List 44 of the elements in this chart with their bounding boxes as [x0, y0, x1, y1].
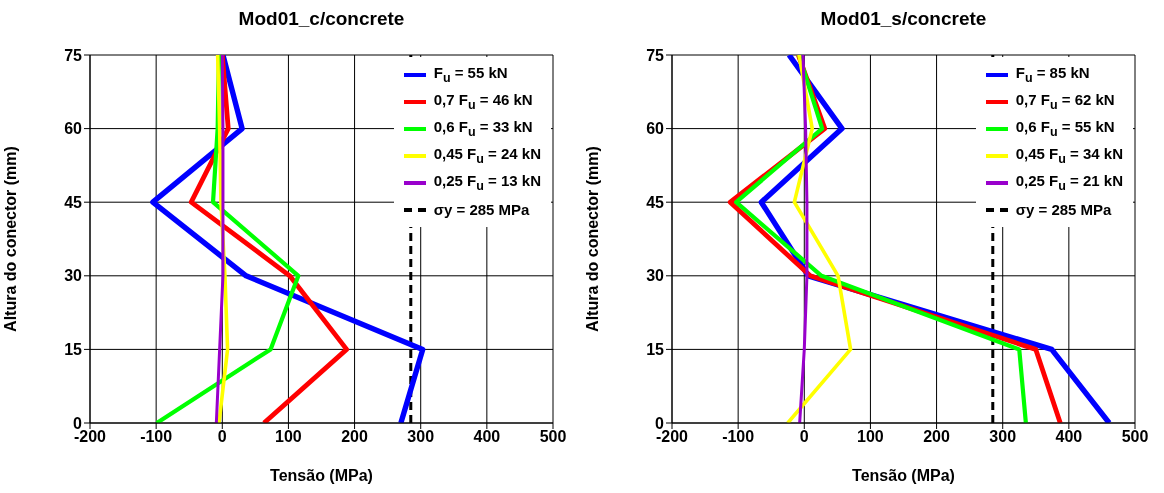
x-tick-label: 300	[407, 428, 435, 446]
legend-label: F$_{u}$ = 55 kN	[433, 64, 508, 85]
y-tick-label: 60	[64, 120, 83, 138]
x-tick-label: 100	[275, 428, 302, 446]
x-tick-label: -100	[140, 428, 173, 446]
x-tick-label: 500	[1121, 428, 1149, 446]
x-tick-label: 500	[539, 428, 567, 446]
x-axis-title: Tensão (MPa)	[270, 467, 373, 484]
x-tick-label: 100	[857, 428, 884, 446]
y-tick-label: 60	[646, 120, 665, 138]
chart-title: Mod01_c/concrete	[237, 8, 406, 30]
ref-line-label: σy = 285 MPa	[433, 201, 530, 218]
x-tick-label: -200	[73, 428, 107, 446]
y-tick-label: 45	[646, 193, 665, 211]
legend-label: 0,25 F$_{u}$ = 21 kN	[1015, 172, 1123, 193]
legend-label: 0,6 F$_{u}$ = 33 kN	[433, 118, 533, 139]
x-tick-label: 400	[473, 428, 501, 446]
legend-label: 0,45 F$_{u}$ = 34 kN	[1015, 145, 1123, 166]
y-axis-title: Altura do conector (mm)	[583, 146, 601, 332]
y-tick-label: 75	[646, 46, 665, 64]
legend-label: 0,45 F$_{u}$ = 24 kN	[433, 145, 541, 166]
x-axis-title: Tensão (MPa)	[852, 467, 955, 484]
ref-line-label: σy = 285 MPa	[1015, 201, 1112, 218]
chart-title: Mod01_s/concrete	[819, 8, 988, 30]
legend-label: F$_{u}$ = 85 kN	[1015, 64, 1090, 85]
x-tick-label: 400	[1055, 428, 1083, 446]
y-tick-label: 45	[64, 193, 83, 211]
y-tick-label: 15	[64, 341, 83, 359]
x-tick-label: 200	[341, 428, 369, 446]
y-tick-label: 75	[64, 46, 83, 64]
legend-label: 0,6 F$_{u}$ = 55 kN	[1015, 118, 1115, 139]
y-axis-title: Altura do conector (mm)	[1, 146, 19, 332]
y-tick-label: 30	[64, 267, 83, 285]
y-tick-label: 15	[646, 341, 665, 359]
x-tick-label: 0	[217, 428, 227, 446]
x-tick-label: 200	[923, 428, 951, 446]
y-tick-label: 30	[646, 267, 665, 285]
x-tick-label: 300	[989, 428, 1017, 446]
x-tick-label: -100	[722, 428, 755, 446]
legend-label: 0,7 F$_{u}$ = 46 kN	[433, 91, 533, 112]
x-tick-label: -200	[655, 428, 689, 446]
legend-label: 0,25 F$_{u}$ = 13 kN	[433, 172, 541, 193]
legend-label: 0,7 F$_{u}$ = 62 kN	[1015, 91, 1115, 112]
x-tick-label: 0	[799, 428, 809, 446]
